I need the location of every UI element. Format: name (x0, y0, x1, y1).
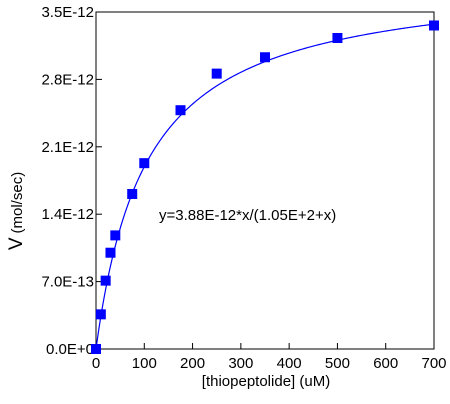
data-point-0-4 (110, 230, 121, 241)
data-point-0-7 (175, 105, 186, 116)
y-tick-label-4: 2.8E-12 (41, 71, 94, 88)
x-tick-label-0: 0 (92, 355, 100, 372)
plot-frame (95, 11, 435, 350)
x-tick-label-3: 300 (228, 355, 253, 372)
y-axis-label: V (mol/sec) (6, 172, 27, 250)
x-tick-label-5: 500 (325, 355, 350, 372)
x-tick-label-2: 200 (180, 355, 205, 372)
data-point-0-9 (260, 52, 270, 63)
data-point-0-10 (332, 32, 343, 43)
x-tick-label-4: 400 (277, 355, 302, 372)
fit-curve-layer (95, 23, 435, 350)
y-tick-label-1: 7.0E-13 (41, 274, 94, 291)
chart-labels: y=3.88E-12*x/(1.05E+2+x) [thiopeptolide]… (6, 172, 336, 390)
data-point-0-0 (91, 344, 101, 354)
x-tick-label-1: 100 (132, 355, 157, 372)
data-point-0-8 (211, 68, 222, 79)
data-point-0-1 (95, 309, 106, 320)
x-axis-label: [thiopeptolide] (uM) (202, 373, 330, 390)
y-tick-label-2: 1.4E-12 (41, 206, 94, 223)
y-axis-symbol: V (6, 237, 27, 250)
y-tick-label-0: 0.0E+0 (46, 341, 94, 358)
x-tick-label-7: 700 (421, 355, 446, 372)
y-tick-label-5: 3.5E-12 (41, 4, 94, 21)
y-tick-label-3: 2.1E-12 (41, 139, 94, 156)
data-point-0-2 (100, 275, 111, 286)
data-point-0-3 (105, 247, 116, 258)
data-points-layer (91, 20, 439, 354)
fit-curve (95, 23, 435, 350)
data-point-0-11 (429, 20, 439, 31)
fit-equation-annotation: y=3.88E-12*x/(1.05E+2+x) (159, 207, 336, 224)
plot-axes: 0 100 200 300 400 500 600 700 0.0E+0 7.0E-13 1.4E-… (41, 4, 446, 372)
y-axis-units: (mol/sec) (9, 172, 26, 234)
x-tick-label-6: 600 (373, 355, 398, 372)
data-point-0-6 (139, 158, 150, 169)
data-point-0-5 (127, 188, 138, 199)
